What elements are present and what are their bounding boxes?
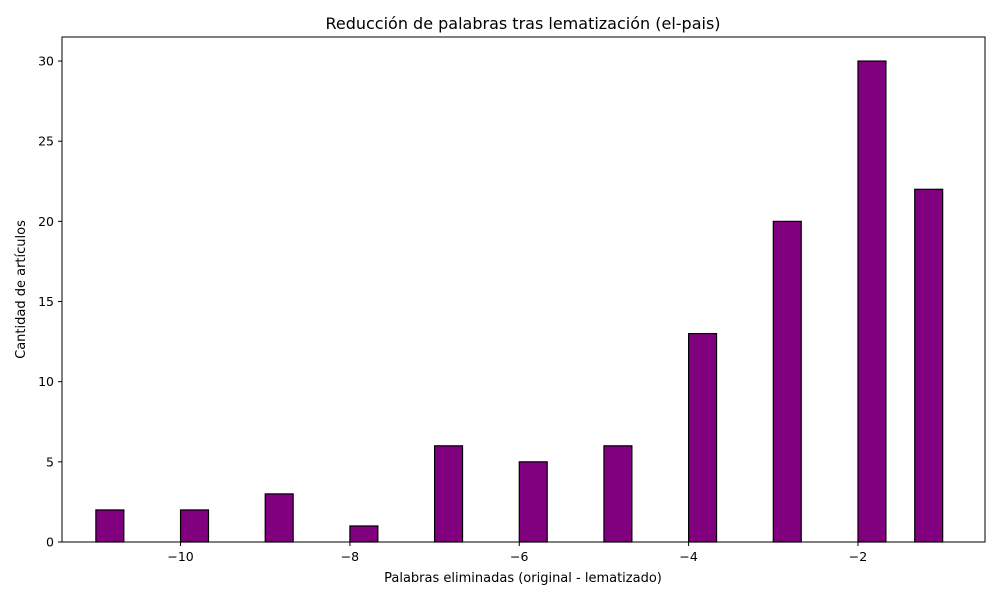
bar	[518, 461, 548, 543]
y-tick-label: 20	[38, 214, 54, 229]
x-axis: −10 −8 −6 −4 −2	[167, 542, 867, 564]
bar	[603, 445, 633, 543]
bar	[179, 509, 210, 543]
y-tick-label: 15	[38, 294, 54, 309]
y-tick-label: 25	[38, 134, 54, 149]
y-tick-label: 0	[46, 535, 54, 550]
x-axis-label: Palabras eliminadas (original - lematiza…	[384, 571, 662, 586]
x-tick-label: −6	[510, 549, 528, 564]
bar	[772, 220, 802, 543]
y-tick-label: 5	[46, 454, 54, 469]
bar	[433, 445, 464, 543]
bar	[264, 493, 294, 543]
y-axis: 0 5 10 15 20 25 30	[38, 54, 62, 550]
bars	[95, 60, 944, 543]
plot-frame	[61, 36, 986, 543]
bar	[914, 188, 944, 543]
bar	[95, 509, 125, 543]
y-axis-label: Cantidad de artículos	[14, 220, 29, 359]
bar	[857, 60, 887, 543]
x-tick-label: −10	[167, 549, 193, 564]
x-tick-label: −2	[849, 549, 867, 564]
x-tick-label: −8	[341, 549, 359, 564]
chart-title: Reducción de palabras tras lematización …	[325, 14, 720, 33]
bar	[349, 525, 379, 543]
y-tick-label: 30	[38, 54, 54, 69]
x-tick-label: −4	[679, 549, 697, 564]
y-tick-label: 10	[38, 374, 54, 389]
bar	[688, 332, 718, 543]
